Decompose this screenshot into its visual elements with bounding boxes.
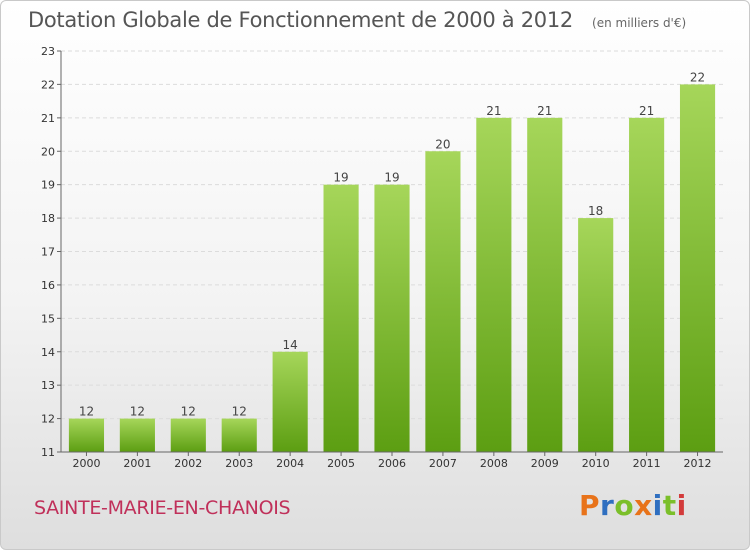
logo-letter: o xyxy=(614,489,635,522)
x-tick-label: 2006 xyxy=(378,457,406,470)
logo-letter: i xyxy=(676,489,687,522)
y-tick-label: 15 xyxy=(41,312,55,325)
bar-value-label: 19 xyxy=(333,171,348,185)
chart-unit: (en milliers d'€) xyxy=(592,16,687,30)
bar-value-label: 18 xyxy=(588,204,603,218)
logo-letter: P xyxy=(579,489,601,522)
x-tick-label: 2001 xyxy=(123,457,151,470)
x-tick-label: 2012 xyxy=(684,457,712,470)
y-tick-label: 19 xyxy=(41,179,55,192)
x-tick-label: 2000 xyxy=(72,457,100,470)
bar-2008[interactable] xyxy=(476,117,512,452)
bar-value-label: 14 xyxy=(283,338,298,352)
bar-value-label: 21 xyxy=(639,104,654,118)
x-tick-label: 2003 xyxy=(225,457,253,470)
y-tick-label: 16 xyxy=(41,279,55,292)
bar-2004[interactable] xyxy=(272,351,308,452)
bar-value-label: 12 xyxy=(130,405,145,419)
x-tick-label: 2007 xyxy=(429,457,457,470)
bar-2009[interactable] xyxy=(527,117,563,452)
proxiti-logo[interactable]: Proxiti xyxy=(579,489,687,522)
y-tick-label: 14 xyxy=(41,346,55,359)
y-tick-label: 11 xyxy=(41,446,55,459)
bar-2002[interactable] xyxy=(170,418,206,452)
bar-2010[interactable] xyxy=(578,218,614,452)
y-tick-label: 13 xyxy=(41,379,55,392)
axis-layer: 11 12 13 14 15 16 17 18 19 20 21 22 23 2000 2001 2002 20… xyxy=(41,45,723,470)
y-tick-label: 18 xyxy=(41,212,55,225)
bar-2011[interactable] xyxy=(629,117,665,452)
bar-value-label: 22 xyxy=(690,70,705,84)
bar-2003[interactable] xyxy=(221,418,257,452)
x-tick-label: 2009 xyxy=(531,457,559,470)
bar-2007[interactable] xyxy=(425,151,461,452)
logo-letter: t xyxy=(662,489,677,522)
bar-value-label: 21 xyxy=(486,104,501,118)
y-tick-label: 22 xyxy=(41,78,55,91)
y-tick-label: 20 xyxy=(41,145,55,158)
logo-letter: x xyxy=(634,489,653,522)
bar-value-label: 19 xyxy=(384,171,399,185)
y-tick-label: 12 xyxy=(41,413,55,426)
y-tick-label: 17 xyxy=(41,246,55,259)
chart-title: Dotation Globale de Fonctionnement de 20… xyxy=(28,8,573,32)
bar-value-label: 12 xyxy=(232,405,247,419)
commune-name: SAINTE-MARIE-EN-CHANOIS xyxy=(34,497,291,519)
bars-layer: 12 12 12 12 14 19 19 20 21 21 18 21 22 xyxy=(68,70,716,453)
bar-2001[interactable] xyxy=(119,418,155,452)
x-tick-label: 2008 xyxy=(480,457,508,470)
bar-2005[interactable] xyxy=(323,184,359,452)
bar-2012[interactable] xyxy=(679,84,716,453)
x-tick-label: 2002 xyxy=(174,457,202,470)
bar-value-label: 21 xyxy=(537,104,552,118)
y-tick-label: 23 xyxy=(41,45,55,58)
bar-value-label: 20 xyxy=(435,137,450,151)
bar-value-label: 12 xyxy=(181,405,196,419)
bar-value-label: 12 xyxy=(79,405,94,419)
x-tick-label: 2010 xyxy=(582,457,610,470)
y-tick-label: 21 xyxy=(41,112,55,125)
bar-2006[interactable] xyxy=(374,184,410,452)
x-tick-label: 2004 xyxy=(276,457,304,470)
title-row: Dotation Globale de Fonctionnement de 20… xyxy=(28,8,686,32)
x-tick-label: 2005 xyxy=(327,457,355,470)
logo-letter: i xyxy=(652,489,663,522)
bar-2000[interactable] xyxy=(68,418,105,452)
x-tick-label: 2011 xyxy=(633,457,661,470)
logo-letter: r xyxy=(600,489,615,522)
